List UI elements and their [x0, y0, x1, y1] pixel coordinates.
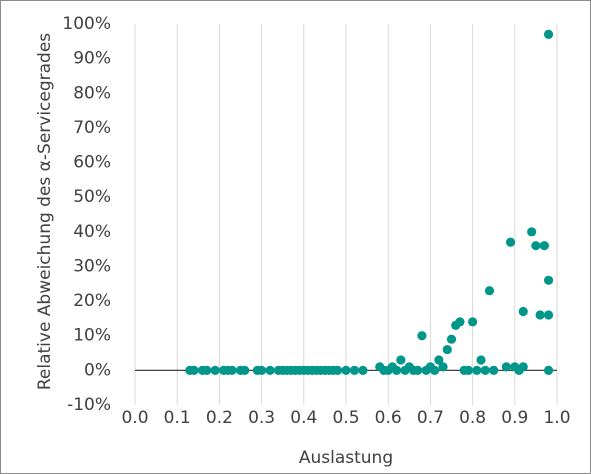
- x-tick-label: 0.4: [290, 408, 317, 428]
- x-tick-label: 0.0: [121, 408, 148, 428]
- data-point: [438, 362, 448, 372]
- data-point: [489, 365, 499, 375]
- data-point: [501, 362, 511, 372]
- data-point: [539, 241, 549, 251]
- data-point: [332, 365, 343, 375]
- data-point: [189, 365, 199, 375]
- data-point: [505, 237, 516, 247]
- y-axis-label: Relative Abweichung des α-Servicegrades: [35, 33, 55, 390]
- data-point: [468, 317, 478, 327]
- data-point: [480, 365, 490, 375]
- data-point: [430, 365, 440, 375]
- data-point: [417, 331, 427, 341]
- y-tick-label: 50%: [73, 187, 111, 207]
- y-tick-label: 90%: [73, 49, 111, 69]
- data-point: [543, 365, 554, 375]
- data-point: [341, 365, 351, 375]
- data-point: [455, 317, 465, 327]
- y-tick-label: 10%: [73, 326, 111, 346]
- y-tick-label: 60%: [73, 153, 111, 173]
- data-point: [543, 310, 554, 320]
- x-axis-ticks: 0.0 0.1 0.2 0.3 0.4 0.5 0.6 0.7 0.8 0.9 1.0: [121, 408, 570, 428]
- data-point: [210, 365, 220, 375]
- x-tick-label: 0.5: [332, 408, 359, 428]
- gridlines: [134, 24, 558, 405]
- data-point: [472, 365, 482, 375]
- x-tick-label: 0.7: [417, 408, 444, 428]
- data-point: [442, 344, 452, 355]
- data-point: [527, 227, 537, 237]
- x-axis-label: Auslastung: [299, 448, 393, 468]
- x-tick-label: 0.9: [501, 408, 528, 428]
- y-tick-label: 100%: [62, 14, 111, 34]
- data-point: [202, 365, 212, 375]
- data-point: [543, 275, 554, 285]
- data-point: [484, 286, 495, 296]
- y-axis-ticks: -10% 0% 10% 20% 30% 40% 50% 60% 70% 80% 90% 100%: [62, 14, 111, 415]
- data-point: [265, 365, 275, 375]
- data-point: [257, 365, 267, 375]
- data-point: [535, 310, 545, 320]
- x-tick-label: 0.2: [206, 408, 233, 428]
- data-point: [392, 365, 402, 375]
- y-tick-label: 30%: [73, 256, 111, 276]
- y-tick-label: 70%: [73, 118, 111, 138]
- data-point: [476, 355, 486, 365]
- x-tick-label: 0.1: [164, 408, 191, 428]
- data-point: [446, 334, 457, 344]
- data-point: [227, 365, 237, 375]
- data-point: [518, 306, 528, 317]
- x-tick-label: 0.6: [375, 408, 402, 428]
- x-tick-label: 0.3: [248, 408, 275, 428]
- y-tick-label: -10%: [67, 395, 111, 415]
- x-tick-label: 1.0: [543, 408, 570, 428]
- data-point: [434, 355, 444, 365]
- y-tick-label: 80%: [73, 83, 111, 103]
- data-point: [349, 365, 360, 375]
- data-point: [240, 365, 250, 375]
- data-point: [358, 365, 368, 375]
- y-tick-label: 40%: [73, 222, 111, 242]
- data-points: [185, 29, 554, 375]
- data-point: [463, 365, 473, 375]
- data-point: [396, 355, 406, 365]
- y-tick-label: 0%: [84, 360, 111, 380]
- data-point: [518, 362, 528, 372]
- y-tick-label: 20%: [73, 291, 111, 311]
- data-point: [413, 365, 423, 375]
- x-tick-label: 0.8: [459, 408, 486, 428]
- data-point: [543, 29, 554, 39]
- data-point: [531, 241, 541, 251]
